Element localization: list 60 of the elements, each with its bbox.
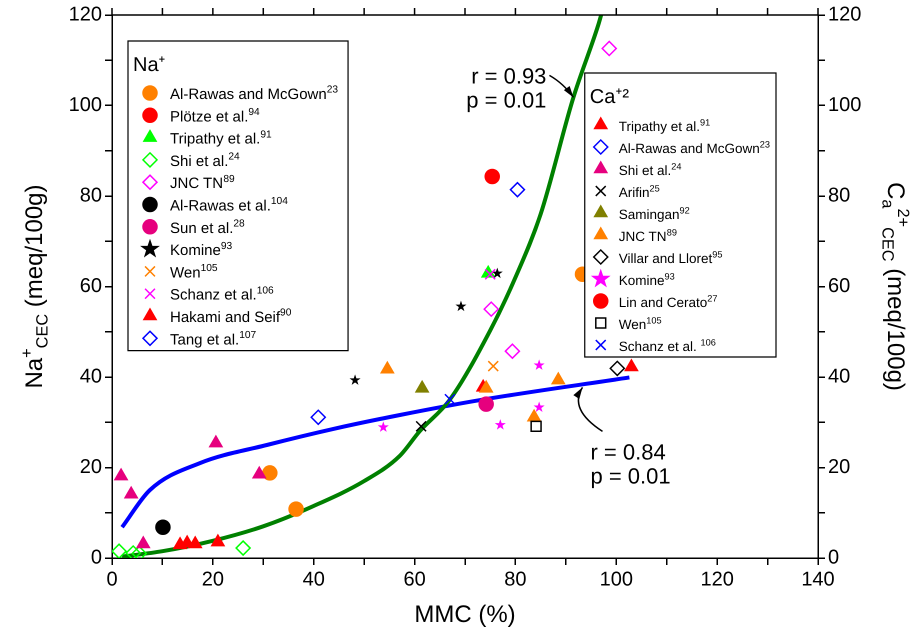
point [551,372,566,384]
y2-tick-label: 60 [828,275,850,298]
y-tick-label: 0 [90,546,102,569]
x-tick-label: 100 [600,568,633,591]
y-tick-label: 100 [68,94,102,116]
point [112,543,127,558]
legend-label: Schanz et al. 106 [618,337,716,354]
point [444,393,456,405]
annotation: r = 0.93 p = 0.01 [466,63,546,112]
y2-tick-label: 20 [828,456,850,478]
y2-tick-label: 40 [828,366,850,388]
point [136,536,150,548]
x-tick-label: 60 [403,568,426,591]
text: Ca⁺² [590,86,629,108]
point [114,468,128,480]
point [478,396,494,412]
point [484,168,500,184]
point [530,420,542,432]
point [288,501,304,517]
point [252,466,266,479]
point [415,420,427,432]
y2-tick-label: 0 [828,546,840,569]
point [124,486,138,498]
y-axis-title: Na+CEC (meq/100g) [18,184,52,389]
y2-axis-title: Ca2+CEC (meq/100g) [878,182,912,391]
point [624,359,638,372]
point [610,360,626,376]
x-tick-label: 80 [504,568,527,591]
point [211,534,225,546]
point [483,301,499,317]
y-tick-label: 20 [80,456,102,478]
annotation: r = 0.84 p = 0.01 [590,439,671,488]
point [235,540,251,556]
point [510,182,526,198]
x-axis-title: MMC (%) [414,601,516,628]
y-tick-label: 80 [80,184,102,207]
x-tick-label: 140 [801,568,835,591]
point [155,519,171,535]
point [415,380,429,393]
point [504,343,520,359]
point [488,360,499,372]
x-tick-label: 40 [302,568,325,591]
y-tick-label: 60 [80,275,102,298]
text: Na⁺ [133,54,166,76]
point [188,536,202,548]
point [209,435,223,448]
point [601,40,617,56]
y-tick-label: 120 [68,4,102,26]
x-tick-label: 20 [202,568,224,591]
x-tick-label: 120 [700,568,734,591]
point [310,410,326,426]
y2-tick-label: 100 [828,94,862,116]
point [479,380,493,393]
point [527,410,541,422]
x-tick-label: 0 [106,568,118,591]
y-tick-label: 40 [80,366,102,388]
point [262,465,278,481]
y2-tick-label: 120 [828,4,862,26]
y2-tick-label: 80 [828,184,850,207]
point [380,362,394,374]
